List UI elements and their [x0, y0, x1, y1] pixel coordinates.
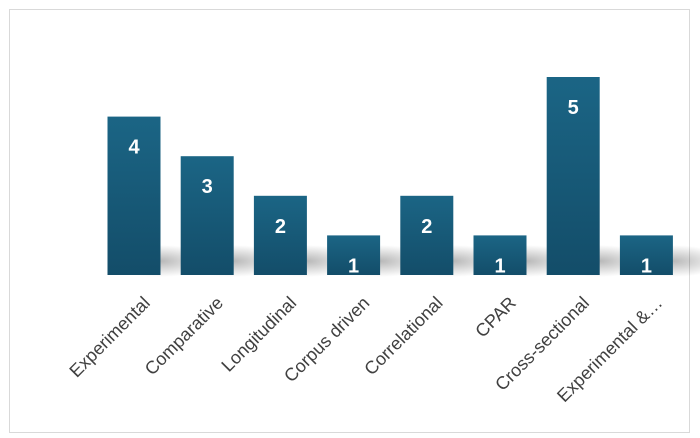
bar — [253, 195, 307, 275]
data-label: 2 — [275, 216, 286, 238]
bar — [400, 195, 454, 275]
data-label: 1 — [641, 255, 652, 277]
bars — [107, 77, 673, 275]
data-label: 3 — [202, 176, 213, 198]
bar — [180, 156, 234, 275]
bar — [619, 235, 673, 275]
x-tick-label: CPAR — [471, 293, 520, 342]
bar — [107, 116, 161, 275]
data-label: 1 — [494, 255, 505, 277]
x-tick-label: Experimental — [65, 293, 153, 381]
bar — [327, 235, 381, 275]
x-axis-tick-labels: ExperimentalComparativeLongitudinalCorpu… — [65, 293, 666, 406]
x-tick-label: Correlational — [360, 293, 446, 379]
bar — [473, 235, 527, 275]
data-label: 4 — [128, 137, 140, 159]
data-label: 5 — [568, 97, 579, 119]
data-labels: 4 3 2 1 2 1 5 1 — [128, 97, 652, 277]
bar — [546, 77, 600, 275]
data-label: 2 — [421, 216, 432, 238]
data-label: 1 — [348, 255, 359, 277]
x-tick-label: Comparative — [141, 293, 227, 379]
